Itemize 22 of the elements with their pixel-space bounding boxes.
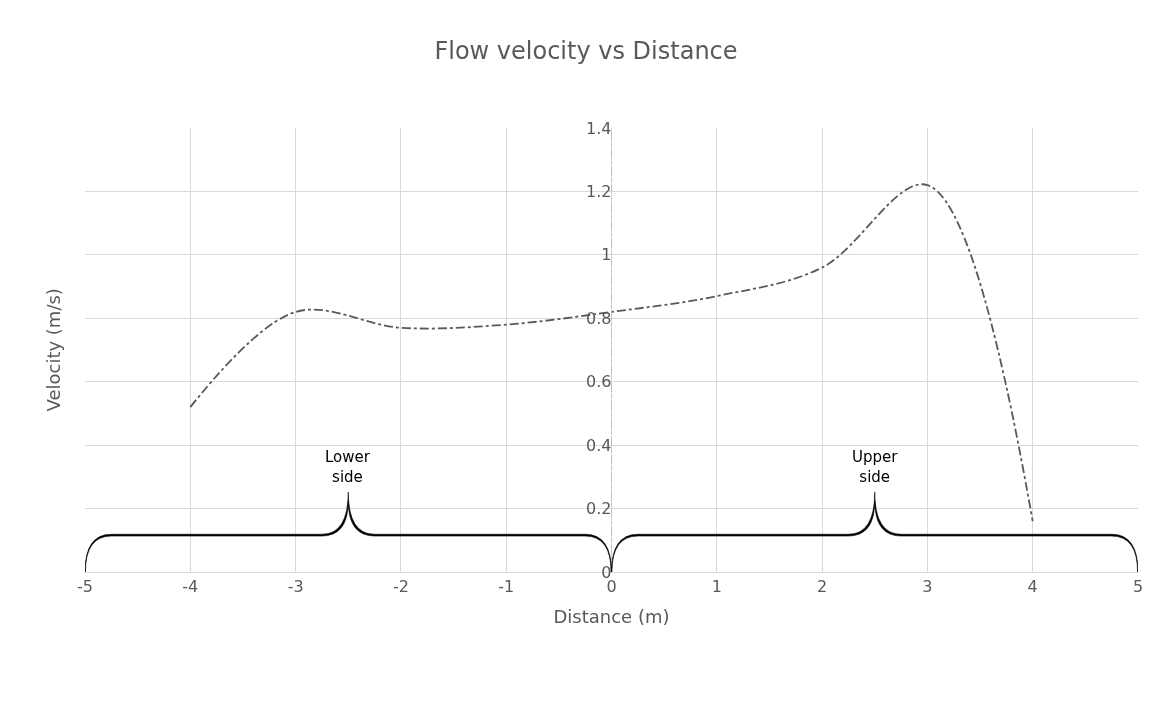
- x-tick-label: 1: [711, 577, 722, 597]
- x-tick-label: 3: [922, 577, 933, 597]
- y-tick-label: 0.4: [586, 435, 612, 455]
- x-tick-label: 2: [817, 577, 828, 597]
- line-series: [189, 184, 1034, 523]
- y-tick-label: 1.4: [586, 118, 612, 138]
- x-tick-label: -1: [498, 577, 515, 597]
- x-tick-label: -2: [392, 577, 409, 597]
- y-tick-label: 0.2: [586, 499, 612, 519]
- x-tick-label: 4: [1027, 577, 1038, 597]
- y-axis-title: Velocity (m/s): [42, 288, 64, 412]
- y-tick-label: 1.2: [586, 182, 612, 202]
- chart-title: Flow velocity vs Distance: [434, 37, 738, 66]
- annotation: Lower side: [325, 448, 371, 486]
- x-axis-title: Distance (m): [553, 606, 670, 628]
- x-tick-label: -3: [287, 577, 304, 597]
- annotation: Upper side: [852, 448, 899, 486]
- y-tick-label: 0.6: [586, 372, 612, 392]
- x-tick-label: -4: [182, 577, 199, 597]
- x-tick-label: -5: [77, 577, 93, 597]
- x-tick-label: 5: [1132, 577, 1144, 597]
- y-tick-label: 1: [601, 245, 612, 265]
